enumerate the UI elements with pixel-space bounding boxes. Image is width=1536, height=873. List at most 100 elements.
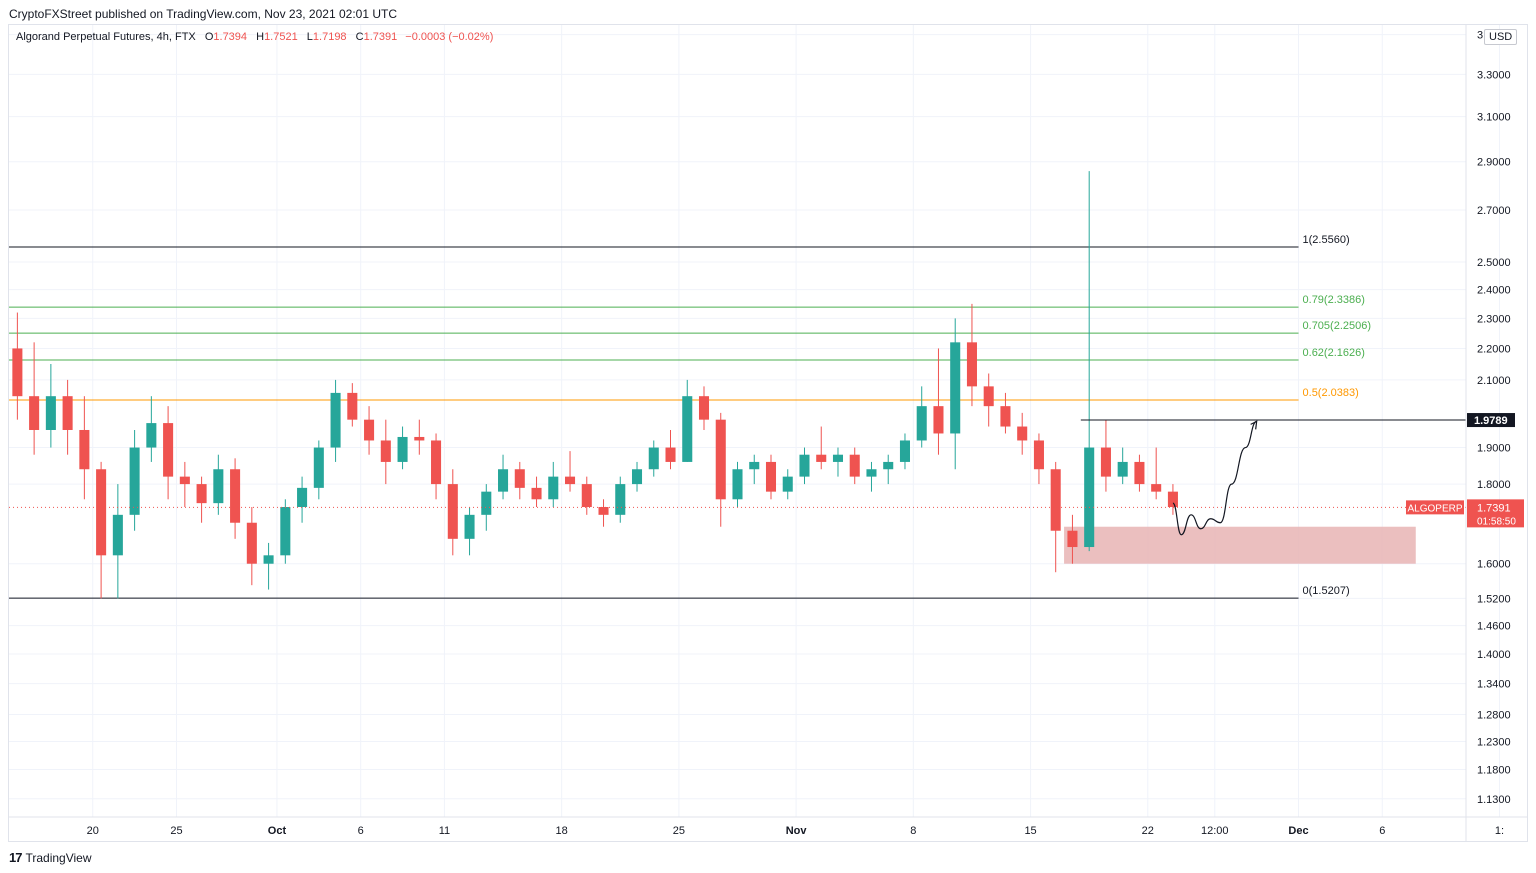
candle-body (297, 487, 308, 508)
symbol-description: Algorand Perpetual Futures, 4h, FTX (16, 31, 196, 43)
candle-body (1000, 406, 1011, 427)
candle-body (79, 429, 90, 470)
candle-body (682, 396, 693, 462)
open-label: O (204, 31, 214, 43)
candle-body (447, 484, 458, 539)
fib-level-label: 0(1.5207) (1303, 585, 1350, 597)
candle-body (765, 461, 777, 492)
tradingview-logo[interactable]: 17 TradingView (9, 850, 92, 865)
high-label: H (256, 31, 265, 43)
candle-body (565, 476, 576, 485)
candle-body (12, 348, 23, 397)
candle-body (832, 454, 844, 462)
candle-body (1084, 447, 1095, 548)
last-price-label: 1.7391 (1477, 502, 1511, 514)
candle-body (514, 469, 525, 488)
candle-body (1134, 461, 1145, 485)
candle-body (481, 491, 492, 515)
x-tick-label: Dec (1288, 825, 1308, 837)
candle-body (950, 342, 961, 434)
fib-level-label: 0.5(2.0383) (1303, 387, 1359, 399)
candle-body (498, 469, 509, 492)
candle-body (179, 476, 190, 485)
y-tick-label: 1.6000 (1477, 559, 1511, 571)
candle-body (129, 447, 140, 515)
x-tick-label: 15 (1024, 825, 1036, 837)
candle-body (749, 461, 760, 470)
y-tick-label: 1.5200 (1477, 593, 1511, 605)
resistance-label: 1.9789 (1474, 415, 1508, 427)
candle-body (548, 476, 559, 500)
candle-body (1100, 447, 1111, 477)
candle-body (899, 440, 910, 462)
candle-body (665, 447, 676, 462)
y-tick-label: 1.8000 (1477, 479, 1511, 491)
x-tick-label: 6 (358, 825, 364, 837)
y-tick-label: 1.2300 (1477, 736, 1511, 748)
ticker-badge (1406, 500, 1464, 515)
candle-body (581, 484, 592, 508)
low-value: 1.7198 (312, 31, 347, 43)
chart-grid (9, 25, 1500, 817)
projection-path (1172, 420, 1257, 536)
candle-body (347, 392, 358, 420)
y-tick-label: 1.4000 (1477, 649, 1511, 661)
candle-body (1167, 491, 1178, 508)
x-tick-label: 22 (1142, 825, 1154, 837)
candle-body (983, 386, 994, 407)
fib-level-label: 0.62(2.1626) (1303, 347, 1365, 359)
candle-body (213, 469, 224, 504)
fib-retracement: 1(2.5560) 0.79(2.3386) 0.705(2.2506) 0.62(2… (9, 234, 1372, 599)
candle-body (1151, 484, 1162, 492)
tradingview-brand: TradingView (25, 850, 92, 865)
candle-body (431, 440, 442, 485)
fib-level-label: 1(2.5560) (1303, 234, 1350, 246)
y-tick-label: 1.1300 (1477, 794, 1511, 806)
fib-level-label: 0.705(2.2506) (1303, 320, 1372, 332)
candle-body (648, 447, 659, 470)
y-tick-label: 1.2800 (1477, 710, 1511, 722)
low-label: L (306, 31, 313, 43)
chart-frame[interactable] (8, 24, 1528, 842)
open-value: 1.7394 (213, 31, 248, 43)
last-price-badge (1467, 499, 1524, 528)
candle-body (615, 484, 626, 515)
high-value: 1.7521 (264, 31, 298, 43)
tradingview-logo-icon: 17 (9, 850, 23, 865)
candle-body (531, 487, 542, 500)
candle-body (280, 507, 291, 556)
y-tick-label: 2.2000 (1477, 343, 1511, 355)
fib-level-label: 0.79(2.3386) (1303, 294, 1365, 306)
x-tick-label: 25 (673, 825, 685, 837)
candle-body (414, 436, 425, 441)
y-tick-label: 1.3400 (1477, 679, 1511, 691)
candle-body (816, 454, 827, 462)
countdown-label: 01:58:50 (1477, 516, 1516, 527)
y-tick-label: 2.3000 (1477, 313, 1511, 325)
candle-body (330, 392, 341, 448)
candle-body (732, 469, 743, 500)
time-axis: 20 25 Oct 6 11 18 25 Nov 8 15 22 12:00 Dec 6 1: (9, 816, 1527, 837)
candle-body (715, 419, 726, 500)
candle-body (464, 514, 475, 539)
candle-body (1050, 469, 1061, 531)
candle-body (397, 436, 408, 462)
y-tick-label: 2.4000 (1477, 285, 1511, 297)
demand-zone-rect (1064, 526, 1416, 564)
currency-button[interactable]: USD (1484, 29, 1518, 45)
candle-body (883, 461, 894, 470)
candle-body (29, 396, 40, 430)
x-tick-label: 11 (439, 825, 450, 837)
candle-body (313, 447, 324, 488)
candle-body (380, 440, 391, 462)
x-tick-label: 8 (910, 825, 916, 837)
ticker-label: ALGOPERP (1407, 503, 1462, 514)
change-value: −0.0003 (−0.02%) (405, 31, 494, 43)
candle-body (866, 469, 877, 477)
y-tick-label: 2.7000 (1477, 205, 1511, 217)
candle-body (1017, 426, 1028, 441)
chart-overlays: ALGOPERP 1.7391 01:58:50 1.9789 (9, 413, 1524, 536)
x-tick-label: 1: (1495, 825, 1504, 837)
x-tick-label: 20 (87, 825, 99, 837)
